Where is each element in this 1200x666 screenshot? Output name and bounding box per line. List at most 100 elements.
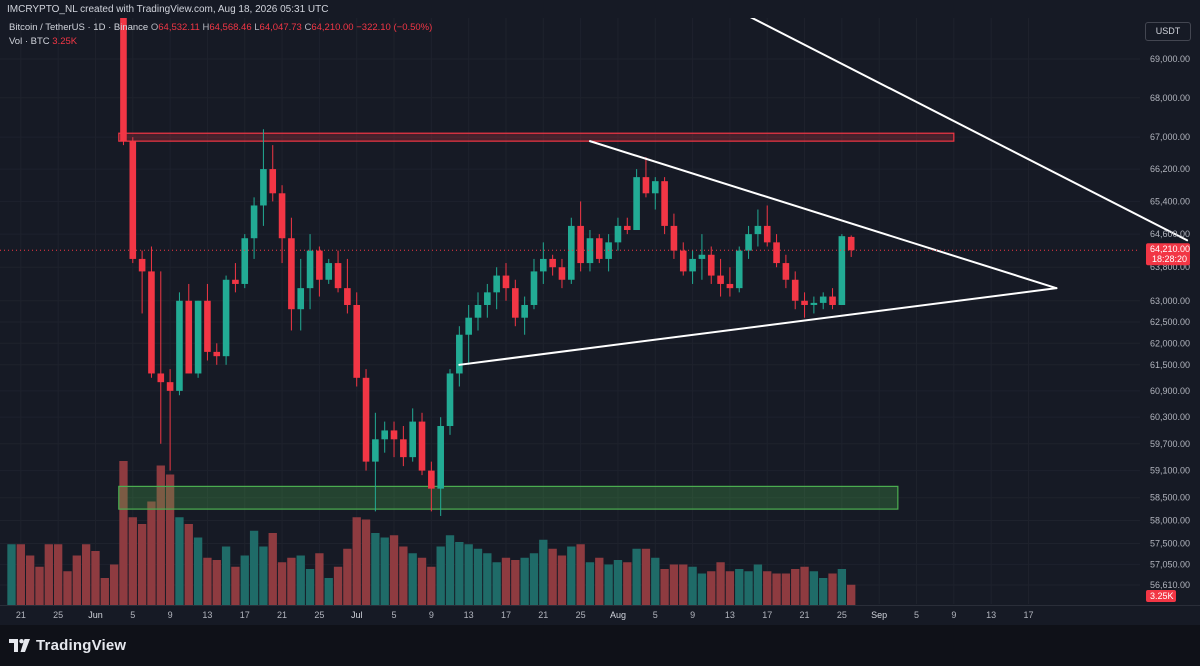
symbol-label[interactable]: Bitcoin / TetherUS · 1D · Binance: [9, 22, 149, 33]
candle-body: [847, 236, 855, 251]
volume-bar: [669, 564, 679, 605]
time-tick-label: 25: [53, 610, 63, 620]
high-value: 64,568.46: [209, 22, 252, 33]
volume-bar: [91, 551, 100, 605]
volume-bar: [296, 555, 305, 605]
candle-body: [194, 300, 202, 374]
candle-body: [92, 261, 99, 263]
price-tick-label: 62,500.00: [1150, 317, 1190, 327]
candle: [791, 271, 799, 310]
candle: [484, 283, 491, 318]
candle-body: [763, 225, 771, 243]
volume-row: Vol · BTC 3.25K: [9, 35, 432, 49]
volume-bar: [623, 562, 632, 605]
candle: [745, 225, 752, 259]
volume-bar: [44, 544, 53, 605]
volume-bar: [259, 546, 268, 605]
candle: [418, 412, 426, 476]
top-bar: IMCRYPTO_NL created with TradingView.com…: [0, 0, 1200, 18]
volume-bar: [287, 557, 296, 605]
candle-body: [176, 300, 183, 391]
ohlc-row: Bitcoin / TetherUS · 1D · Binance O64,53…: [9, 21, 432, 35]
candle-body: [260, 169, 267, 206]
candle: [586, 230, 594, 272]
candle-body: [446, 373, 454, 427]
price-chart[interactable]: 69,000.00 68,000.00 67,000.00 66,200.00 65,4…: [0, 0, 1200, 625]
currency-button[interactable]: USDT: [1145, 22, 1191, 41]
candle: [829, 288, 836, 310]
candle: [577, 201, 584, 272]
candle: [306, 234, 314, 310]
trendline-long-descending[interactable]: [719, 0, 1189, 242]
candle: [847, 235, 855, 257]
candle: [605, 234, 612, 272]
candle-body: [222, 279, 230, 357]
volume-bar: [539, 539, 548, 605]
price-tick-label: 62,000.00: [1150, 338, 1190, 348]
time-tick-label: 5: [392, 610, 397, 620]
candle: [810, 296, 818, 314]
volume-bar: [371, 533, 380, 605]
volume-bar: [333, 566, 343, 605]
volume-bar: [119, 461, 128, 605]
candle: [334, 250, 342, 293]
time-tick-label: 5: [653, 610, 658, 620]
volume-bar: [809, 571, 819, 605]
volume-bar: [408, 553, 417, 605]
candle: [474, 292, 482, 331]
trendlines[interactable]: [458, 0, 1189, 366]
candle-body: [474, 304, 482, 318]
trendline-descending-upper[interactable]: [588, 140, 1058, 290]
time-tick-label: Sep: [871, 610, 887, 620]
volume-bar: [837, 569, 847, 605]
candle-body: [521, 304, 528, 318]
open-value: 64,532.11: [158, 22, 200, 33]
zones: [118, 132, 955, 510]
candle: [269, 145, 277, 202]
resistance-zone[interactable]: [118, 132, 955, 142]
time-tick-label: Jul: [351, 610, 363, 620]
trendline-ascending-lower[interactable]: [458, 287, 1058, 366]
price-tick-label: 58,500.00: [1150, 493, 1190, 503]
volume-bar: [417, 557, 427, 605]
time-tick-label: 25: [576, 610, 586, 620]
volume-label[interactable]: Vol · BTC: [9, 36, 50, 47]
candle-body: [148, 271, 155, 374]
candle-body: [838, 236, 846, 305]
price-tick-label: 60,300.00: [1150, 412, 1190, 422]
candle: [353, 292, 361, 387]
chart-grid: [0, 18, 1140, 604]
candle: [297, 258, 305, 331]
volume-bar: [753, 564, 763, 605]
candle: [241, 234, 249, 289]
candle-body: [55, 257, 62, 259]
support-zone[interactable]: [118, 485, 899, 510]
candle: [735, 246, 743, 293]
time-tick-label: 13: [202, 610, 212, 620]
volume-bar: [35, 566, 44, 605]
candle-body: [819, 296, 827, 303]
volume-bar: [613, 560, 623, 605]
tradingview-logo[interactable]: TradingView: [9, 637, 126, 654]
volume-bar: [427, 566, 436, 605]
volume-bar: [63, 571, 72, 605]
volume-bar: [193, 537, 203, 605]
time-tick-label: 21: [800, 610, 810, 620]
volume-bar: [231, 566, 240, 605]
time-axis[interactable]: 21 25 Jun 5 9 13 17 21 25 Jul 5 9 13 17 21 25 Aug 5 9 13 17 2…: [0, 605, 1200, 621]
candle: [801, 292, 808, 318]
candle-body: [651, 181, 659, 194]
volume-bar: [473, 548, 483, 605]
candle: [465, 304, 472, 365]
candle-body: [83, 259, 90, 261]
candle-body: [36, 251, 43, 253]
candle-body: [595, 238, 603, 259]
candle: [530, 258, 538, 310]
candle: [819, 292, 827, 310]
candle: [120, 0, 127, 146]
candle: [185, 283, 193, 374]
price-axis[interactable]: 69,000.00 68,000.00 67,000.00 66,200.00 65,4…: [1146, 54, 1190, 602]
volume-bar: [501, 557, 511, 605]
low-value: 64,047.73: [259, 22, 302, 33]
candle-body: [74, 259, 81, 261]
